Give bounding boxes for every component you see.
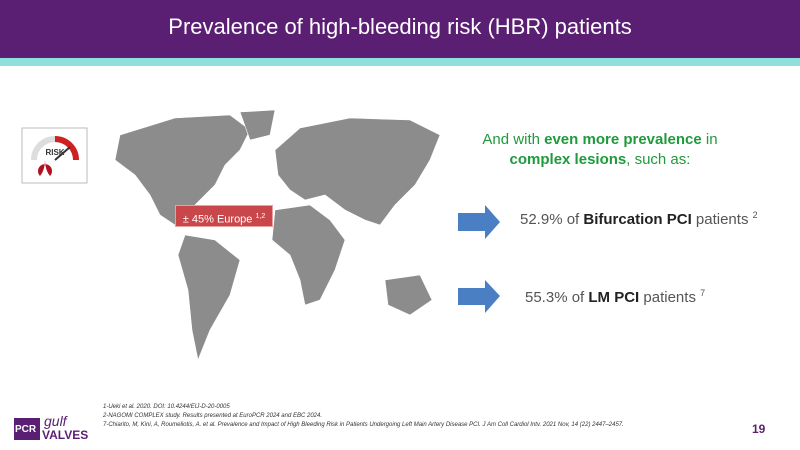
- stat-line: 52.9% of Bifurcation PCI patients 2: [520, 210, 758, 228]
- intro-part: And with: [482, 131, 545, 148]
- stat-bold: Bifurcation PCI: [583, 211, 692, 228]
- map-label-text: ± 45% Europe: [182, 213, 253, 226]
- slide-title: Prevalence of high-bleeding risk (HBR) p…: [168, 14, 632, 39]
- arrows: [458, 205, 500, 313]
- logo-mark: [14, 418, 40, 440]
- logo-bottom: VALVES: [42, 428, 89, 442]
- gauge-label: RISK: [45, 148, 64, 157]
- stat-bold: LM PCI: [588, 289, 640, 306]
- stat-pre: 52.9% of: [520, 211, 584, 228]
- stat-sup: 7: [700, 288, 706, 298]
- stat-sup: 2: [752, 210, 758, 220]
- intro-bold: complex lesions: [509, 151, 627, 168]
- logo-pcr: PCR: [15, 424, 37, 435]
- intro-bold: even more prevalence: [544, 131, 702, 148]
- reference: 7-Chiarito, M, Kini, A, Roumeliotis, A. …: [103, 422, 624, 428]
- map-label-sup: 1,2: [255, 213, 266, 220]
- stat-post: patients: [691, 211, 749, 228]
- intro-text: And with even more prevalence in complex…: [450, 130, 750, 170]
- reference: 2-NAGOMI COMPLEX study. Results presente…: [103, 413, 322, 419]
- stat-pre: 55.3% of: [525, 289, 589, 306]
- intro-part: in: [701, 131, 718, 148]
- intro-part: , such as:: [626, 151, 691, 168]
- world-map: [114, 109, 441, 362]
- stat-post: patients: [639, 289, 696, 306]
- logo-top: gulf: [44, 413, 67, 429]
- map-label: ± 45% Europe 1,2: [175, 205, 273, 227]
- reference: 1-Ueki et al. 2020. DOI: 10.4244/EIJ-D-2…: [103, 404, 230, 410]
- header-band: [0, 0, 800, 58]
- risk-gauge: RISK: [21, 127, 88, 184]
- header-strip: [0, 58, 800, 66]
- page-number: 19: [752, 422, 766, 436]
- stat-line: 55.3% of LM PCI patients 7: [525, 288, 705, 306]
